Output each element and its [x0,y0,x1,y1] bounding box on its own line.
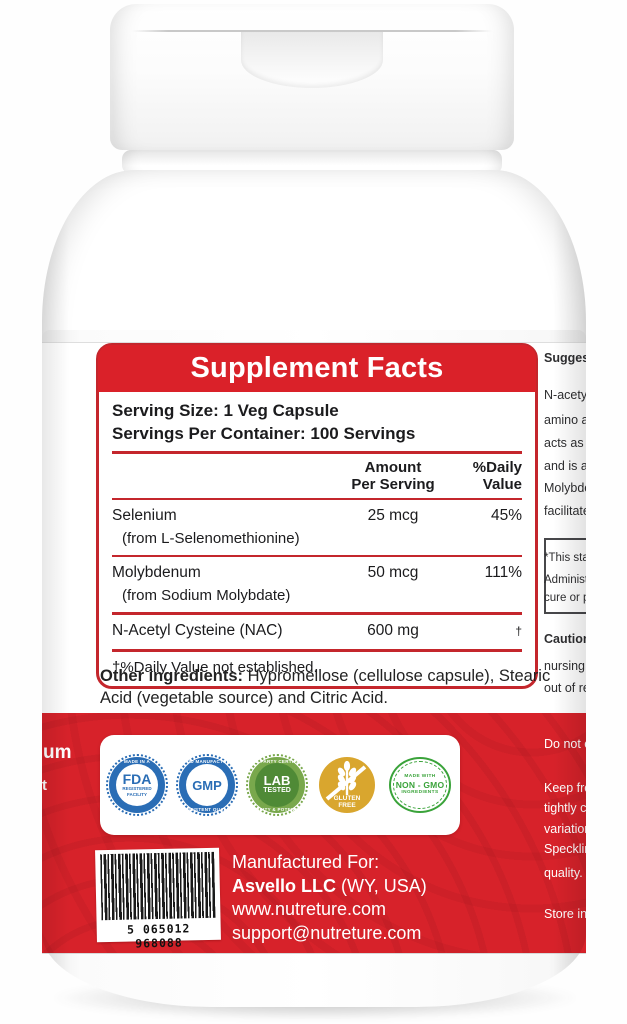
dv-footnote: †%Daily Value not established. [112,658,318,676]
fda-badge-sub2: FACILITY [127,791,147,797]
divider [112,555,522,557]
fda-disclaimer-box [544,538,586,614]
email: support@nutreture.com [232,922,422,943]
nutrient-source: (from L-Selenomethionine) [122,530,300,547]
left-wrap-fragment: um [43,742,72,763]
lab-badge-top-text: 3RD PARTY CERTIFIED FOR [249,758,305,764]
barcode-digits: 5 065012 968088 [126,921,191,951]
cap-flip-top-indent [241,32,383,88]
non-gmo-bottom-text: INGREDIENTS [401,790,439,795]
nutrient-dv: 45% [490,507,522,524]
fda-badge-main: FDA [122,771,152,787]
side-text-line: Molybdenum [544,481,586,495]
side-text-line: N-acetyl cyste [544,388,586,402]
side-text-line: and is also [544,459,586,473]
other-ingredients-label: Other ingredients: [100,667,244,685]
gluten-free-line2: FREE [338,802,356,809]
lab-tested-badge-icon: 3RD PARTY CERTIFIED FOR LAB TESTED PURIT… [246,754,308,816]
nutrient-name: Molybdenum [112,563,201,581]
lab-badge-sub: TESTED [263,787,291,794]
lab-badge-main: LAB [263,773,291,788]
gmp-badge-bottom-text: CONSISTENT QUALITY [179,806,235,812]
barcode: 5 065012 968088 [95,847,221,950]
company-name: Asvello LLC (WY, USA) [232,875,427,896]
storage-line: Keep freshne [544,781,586,795]
certification-badges: MADE IN A FDA REGISTERED FACILITY GOOD M… [100,735,460,835]
servings-per-container: Servings Per Container: 100 Servings [112,424,416,443]
amount-header-line2: Per Serving [351,476,435,493]
dv-header-line1: %Daily [472,459,522,476]
manufacturer-info: Manufactured For: Asvello LLC (WY, USA) … [232,851,427,945]
storage-line: Do not eat fre [544,737,586,751]
gmp-badge-icon: GOOD MANUFACTURING PRACTICE GMP CONSISTE… [176,754,238,816]
other-ingredients-text: Hypromellose (cellulose capsule), Steari… [100,667,551,707]
nutrient-amount: 50 mcg [367,563,419,581]
divider [112,648,522,652]
divider [112,498,522,500]
storage-line: Store in a co [544,907,586,921]
storage-line: tightly closed [544,801,586,815]
nutrient-dv: † [515,623,522,638]
caution-line: nursing, taki [544,659,586,673]
amount-header-line1: Amount [364,459,422,476]
caution-line: out of reach [544,681,586,695]
gluten-free-line1: GLUTEN [333,795,361,802]
fda-badge-sub1: REGISTERED [122,786,152,791]
cap-seam [132,30,492,32]
non-gmo-badge-icon: MADE WITH NON - GMO INGREDIENTS [389,757,451,813]
bottle-label: Supplement Facts Serving Size: 1 Veg Cap… [42,342,586,954]
side-text-line: acts as a sta [544,436,586,450]
non-gmo-top-text: MADE WITH [404,774,436,779]
nutrient-name: Selenium [112,507,177,524]
side-text-line: amino acid de [544,413,586,427]
suggested-use-heading: Suggested Us [544,351,586,365]
bottle-shoulder [42,170,586,356]
disclaimer-line: Administrati [544,574,586,586]
supplement-facts-panel: Supplement Facts Serving Size: 1 Veg Cap… [96,343,538,689]
dv-header-line2: Value [482,476,522,493]
manufactured-for: Manufactured For: [232,852,380,872]
divider [112,611,522,615]
side-panel-text: Suggested Us N-acetyl cyste amino acid d… [543,343,586,953]
nutrient-name: N-Acetyl Cysteine (NAC) [112,621,283,639]
storage-line: Speckling in [544,842,586,856]
gmp-badge-top-text: GOOD MANUFACTURING PRACTICE [179,758,235,764]
divider [112,451,522,454]
wheat-icon [325,760,367,801]
other-ingredients: Other ingredients: Hypromellose (cellulo… [100,665,554,709]
gluten-free-badge-icon: GLUTEN FREE [319,757,375,813]
supplement-facts-title: Supplement Facts [98,345,536,392]
facts-column-headers: Amount Per Serving %Daily Value [112,459,522,493]
fda-badge-icon: MADE IN A FDA REGISTERED FACILITY [106,754,168,816]
left-wrap-fragment: t [42,777,47,794]
side-text-line: facilitate the [544,504,586,518]
non-gmo-main: NON - GMO [395,780,445,790]
nutrient-amount: 600 mg [367,621,419,639]
serving-size: Serving Size: 1 Veg Capsule [112,401,339,420]
storage-line: variation ma [544,822,586,836]
fda-badge-top-text: MADE IN A [123,758,151,764]
disclaimer-line: *This statem [544,552,586,564]
disclaimer-line: cure or prev [544,592,586,604]
gmp-badge-main: GMP [192,777,222,793]
lab-badge-bottom-text: PURITY & POTENCY [252,806,302,812]
supplement-facts-body: Serving Size: 1 Veg Capsule Servings Per… [99,392,535,686]
bottle-cap [110,4,514,150]
barcode-bars [100,851,216,921]
table-row: Molybdenum 50 mcg 111% [112,557,522,583]
nutrient-source: (from Sodium Molybdate) [122,586,291,604]
storage-line: quality. [544,866,583,880]
table-row: N-Acetyl Cysteine (NAC) 600 mg † [112,615,522,641]
nutrient-dv: 111% [484,563,522,581]
nutrient-amount: 25 mcg [367,507,419,524]
table-row: Selenium 25 mcg 45% [112,500,522,526]
website: www.nutreture.com [232,899,387,919]
